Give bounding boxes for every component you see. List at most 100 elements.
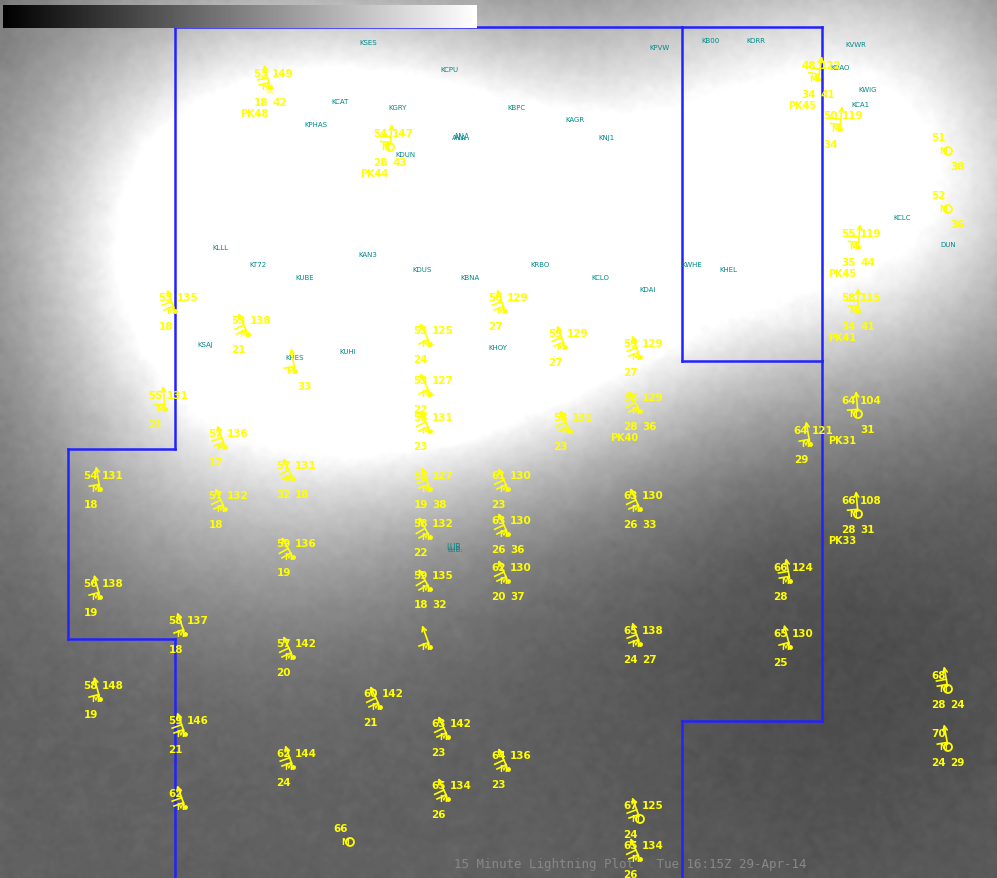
Text: 27: 27 [642,654,657,665]
Text: 33: 33 [297,382,311,392]
Text: 68: 68 [931,670,946,680]
Text: 28: 28 [841,524,856,535]
Text: M: M [216,505,224,514]
Text: M: M [371,702,379,712]
Text: 129: 129 [642,392,664,402]
Text: M: M [499,577,507,586]
Text: 52: 52 [931,191,946,201]
Text: 58: 58 [553,413,568,422]
Text: 59: 59 [624,339,638,349]
Text: 65: 65 [432,781,446,790]
Text: 29: 29 [794,455,808,464]
Text: 59: 59 [548,328,563,339]
Text: 24: 24 [623,829,638,839]
Text: M: M [381,143,389,152]
Text: M: M [176,630,184,639]
Text: 34: 34 [841,321,856,332]
Text: 23: 23 [432,747,446,757]
Text: M: M [216,443,224,452]
Text: M: M [284,553,292,562]
Text: KPVW: KPVW [649,45,669,51]
Text: 62: 62 [276,748,291,758]
Text: 36: 36 [510,544,524,554]
Text: 59: 59 [414,571,428,580]
Text: M: M [782,643,789,651]
Text: 136: 136 [510,750,531,760]
Text: 23: 23 [492,779,506,789]
Text: M: M [849,307,857,316]
Text: 67: 67 [623,800,638,810]
Text: 38: 38 [432,500,447,509]
Text: 50: 50 [824,111,838,121]
Text: M: M [939,743,947,752]
Text: M: M [157,405,164,414]
Text: 48: 48 [802,61,816,71]
Text: 130: 130 [792,629,814,638]
Text: 66: 66 [334,823,348,833]
Text: 23: 23 [414,442,428,451]
Text: KLLL: KLLL [212,245,228,251]
Text: 57: 57 [276,460,291,471]
Text: 17: 17 [208,457,223,467]
Text: 147: 147 [392,129,414,139]
Text: M: M [284,763,292,772]
Text: 18: 18 [253,97,268,108]
Text: PK45: PK45 [828,269,856,278]
Text: 64: 64 [794,426,808,435]
Text: 32: 32 [432,600,447,609]
Text: 21: 21 [231,344,246,355]
Text: 18: 18 [295,489,309,500]
Text: 56: 56 [489,292,503,303]
Text: M: M [176,730,184,738]
Text: 58: 58 [414,413,428,422]
Text: 142: 142 [382,688,404,698]
Text: 136: 136 [227,428,248,438]
Text: 130: 130 [642,491,664,500]
Text: KDUN: KDUN [395,152,415,158]
Text: 129: 129 [507,292,528,303]
Text: 63: 63 [623,491,638,500]
Text: M: M [939,148,947,156]
Text: 131: 131 [572,413,594,422]
Text: KBPC: KBPC [506,104,525,111]
Text: KORR: KORR [747,38,766,44]
Text: 43: 43 [392,158,407,168]
Text: 24: 24 [623,654,638,665]
Text: 21: 21 [149,420,163,429]
Text: KUBE: KUBE [296,275,314,281]
Text: 19: 19 [84,608,98,617]
Text: 18: 18 [414,600,428,609]
Text: M: M [422,485,429,494]
Text: 15 Minute Lightning Plot   Tue 16:15Z 29-Apr-14: 15 Minute Lightning Plot Tue 16:15Z 29-A… [454,858,807,870]
Text: 138: 138 [250,315,272,326]
Text: M: M [631,640,639,649]
Text: 54: 54 [373,129,388,139]
Text: PK48: PK48 [239,109,268,119]
Text: M: M [422,390,429,399]
Text: 144: 144 [295,748,317,758]
Text: M: M [422,585,429,594]
Text: 34: 34 [802,90,816,100]
Text: 25: 25 [774,658,788,667]
Text: M: M [92,593,99,601]
Text: 59: 59 [168,716,183,725]
Text: M: M [422,427,429,436]
Text: KDUS: KDUS [413,267,432,273]
Text: KHEL: KHEL [719,267,737,273]
Text: M: M [92,485,99,494]
Text: 51: 51 [931,133,946,143]
Text: KCLC: KCLC [893,215,910,220]
Text: 70: 70 [931,728,946,738]
Text: M: M [284,475,292,484]
Text: 28: 28 [931,699,946,709]
Text: 131: 131 [295,460,317,471]
Text: 64: 64 [492,750,506,760]
Text: 20: 20 [492,591,506,601]
Text: M: M [422,643,429,651]
Text: 60: 60 [364,688,378,698]
Text: 57: 57 [208,428,223,438]
Text: 119: 119 [860,229,881,239]
Text: 22: 22 [414,405,428,414]
Text: KGRY: KGRY [389,104,407,111]
Text: KSAJ: KSAJ [197,342,213,348]
